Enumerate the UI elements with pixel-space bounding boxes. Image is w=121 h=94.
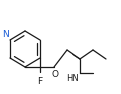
Text: O: O	[52, 70, 58, 79]
Text: N: N	[2, 30, 9, 39]
Text: F: F	[37, 77, 43, 86]
Text: HN: HN	[66, 74, 79, 83]
